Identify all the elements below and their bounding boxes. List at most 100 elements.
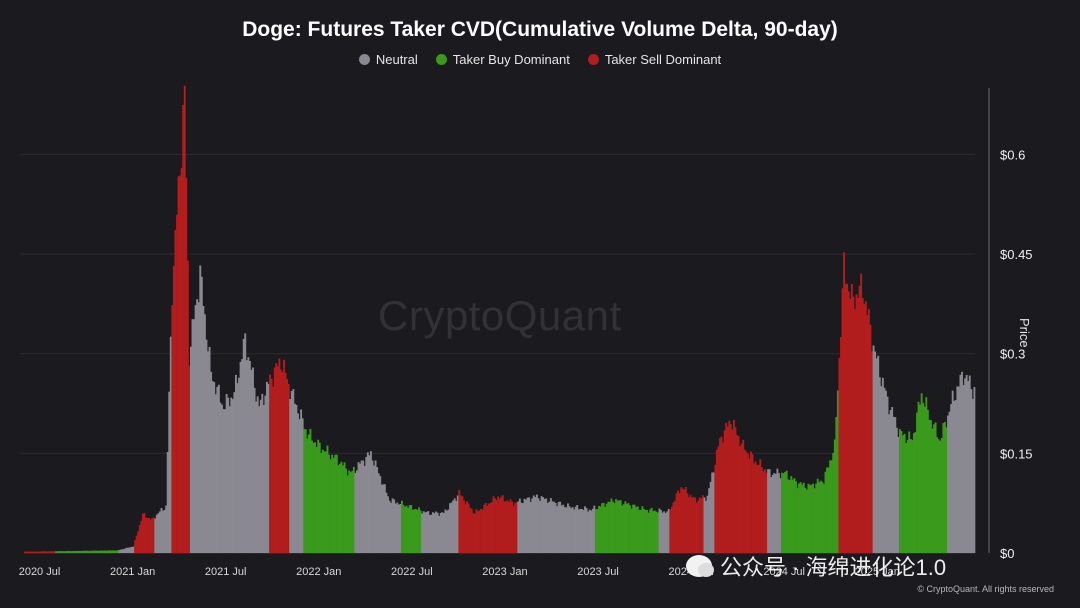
price-bar: [473, 513, 476, 553]
price-bar: [793, 478, 796, 553]
price-bar: [857, 298, 859, 553]
price-bar: [172, 265, 175, 553]
x-tick-label: 2023 Jul: [577, 566, 619, 578]
price-bar: [264, 395, 267, 553]
price-bar: [596, 509, 599, 553]
price-bar: [593, 505, 596, 553]
price-bar: [376, 467, 379, 553]
price-bar: [909, 439, 912, 553]
price-bar: [650, 507, 653, 553]
price-bar: [599, 506, 602, 553]
price-bar: [498, 498, 501, 553]
price-bar: [911, 440, 914, 553]
price-bar: [515, 502, 518, 553]
price-bar: [168, 391, 171, 553]
price-bar: [832, 452, 835, 553]
price-bar: [601, 503, 604, 553]
price-bar: [767, 469, 770, 553]
price-bar: [387, 496, 389, 553]
price-bar: [734, 427, 737, 553]
price-bar: [236, 383, 239, 553]
price-bar: [739, 446, 742, 553]
price-bar: [193, 319, 195, 553]
price-bar: [594, 509, 597, 553]
price-bar: [939, 440, 942, 553]
price-bar: [179, 175, 182, 554]
price-bar: [366, 452, 369, 553]
price-bar: [726, 426, 729, 553]
price-bar: [470, 508, 473, 553]
price-bar: [629, 505, 631, 553]
price-bar: [314, 442, 317, 553]
price-bar: [684, 487, 687, 553]
price-bar: [315, 446, 318, 553]
price-bar: [331, 454, 334, 553]
price-bar: [892, 416, 895, 553]
bars-layer: [24, 85, 976, 554]
price-bar: [577, 509, 580, 553]
price-bar: [388, 500, 391, 553]
price-bar: [678, 493, 681, 553]
price-bar: [121, 549, 124, 553]
price-bar: [219, 402, 222, 553]
price-bar: [301, 418, 304, 553]
price-bar: [546, 503, 549, 553]
price-bar: [160, 508, 163, 553]
price-bar: [324, 451, 327, 553]
price-bar: [632, 504, 635, 553]
price-bar: [511, 501, 514, 553]
legend-item-neutral[interactable]: Neutral: [358, 52, 418, 67]
price-bar: [51, 551, 54, 553]
legend-item-buy[interactable]: Taker Buy Dominant: [435, 52, 570, 67]
price-bar: [337, 465, 340, 553]
price-bar: [359, 463, 361, 553]
x-tick-label: 2023 Jan: [482, 566, 527, 578]
price-bar: [506, 500, 509, 553]
price-bar: [222, 409, 225, 553]
price-bar: [207, 351, 209, 553]
price-bar: [203, 314, 206, 553]
price-bar: [134, 540, 137, 553]
price-bar: [290, 391, 293, 553]
price-bar: [691, 497, 693, 553]
chart-title: Doge: Futures Taker CVD(Cumulative Volum…: [242, 18, 838, 41]
price-bar: [959, 374, 962, 553]
price-bar: [70, 551, 73, 553]
legend-item-sell[interactable]: Taker Sell Dominant: [587, 52, 721, 67]
price-bar: [328, 454, 330, 553]
price-bar: [461, 496, 464, 553]
price-bar: [796, 488, 799, 553]
price-bar: [145, 517, 147, 553]
price-bar: [444, 509, 447, 553]
price-bar: [31, 551, 34, 553]
price-bar: [922, 402, 925, 553]
price-bar: [799, 482, 802, 553]
price-bar: [677, 490, 680, 553]
price-bar: [680, 487, 683, 553]
price-bar: [357, 462, 360, 553]
price-bar: [770, 477, 773, 553]
price-bar: [447, 509, 450, 553]
price-bar: [643, 508, 645, 553]
price-bar: [272, 386, 275, 553]
price-bar: [885, 390, 887, 553]
price-bar: [731, 429, 734, 553]
price-bar: [692, 496, 695, 553]
price-bar: [750, 451, 752, 553]
price-bar: [973, 386, 976, 553]
price-bar: [838, 357, 841, 553]
price-bar: [329, 459, 332, 553]
price-bar: [439, 512, 442, 553]
price-bar: [464, 504, 467, 553]
price-bar: [917, 401, 920, 553]
price-bar: [242, 338, 245, 553]
price-bar: [791, 479, 794, 553]
legend-swatch-buy: [435, 54, 447, 65]
price-bar: [672, 502, 675, 553]
price-bar: [826, 467, 828, 553]
price-bar: [84, 550, 87, 553]
price-bar: [484, 502, 487, 553]
price-bar: [566, 503, 569, 553]
price-bar: [787, 479, 790, 553]
